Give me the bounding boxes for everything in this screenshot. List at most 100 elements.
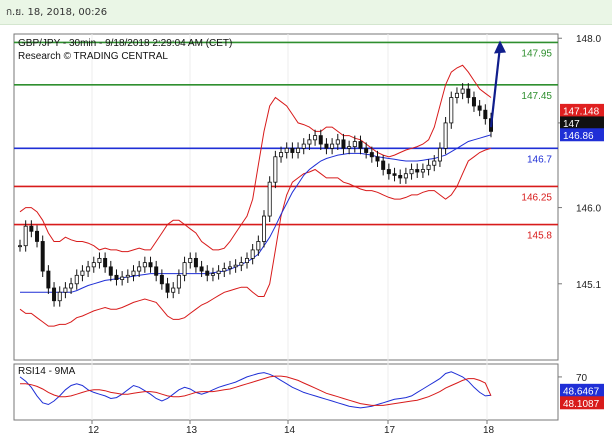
candle-body bbox=[335, 139, 340, 145]
candle-body bbox=[381, 160, 386, 170]
candle-body bbox=[154, 266, 159, 276]
candle-body bbox=[279, 152, 284, 158]
title-bar: ก.ย. 18, 2018, 00:26 bbox=[0, 0, 612, 25]
candle-body bbox=[437, 147, 442, 162]
candle-body bbox=[17, 245, 22, 248]
price-tag-label: 146.86 bbox=[563, 131, 594, 142]
candle-body bbox=[318, 135, 323, 145]
candle-body bbox=[483, 109, 488, 120]
candle-body bbox=[466, 88, 471, 98]
candle-body bbox=[403, 173, 408, 179]
candle-body bbox=[256, 241, 261, 251]
candle-body bbox=[273, 156, 278, 183]
chart-title: GBP/JPY - 30min - 9/18/2018 2:29:04 AM (… bbox=[18, 38, 232, 49]
candle-body bbox=[358, 141, 363, 149]
candle-body bbox=[250, 249, 255, 259]
x-tick-label: 18 bbox=[483, 425, 495, 436]
candle-body bbox=[137, 266, 142, 272]
candle-body bbox=[296, 147, 301, 153]
candle-body bbox=[227, 266, 232, 269]
forecast-arrow bbox=[489, 46, 502, 128]
candle-body bbox=[244, 257, 249, 264]
bollinger-upper-line bbox=[19, 64, 492, 253]
candle-body bbox=[125, 274, 130, 278]
candle-body bbox=[375, 156, 380, 162]
candle-body bbox=[284, 147, 289, 153]
candle-body bbox=[290, 147, 295, 153]
candle-body bbox=[267, 181, 272, 217]
candle-body bbox=[398, 175, 403, 179]
candle-body bbox=[29, 225, 34, 232]
candle-body bbox=[80, 270, 85, 276]
forecast-arrowhead bbox=[494, 40, 506, 54]
x-tick-label: 13 bbox=[186, 425, 198, 436]
candle-body bbox=[415, 169, 420, 173]
candle-body bbox=[386, 169, 391, 175]
price-tag bbox=[560, 116, 604, 130]
candle-body bbox=[369, 152, 374, 158]
candle-body bbox=[114, 274, 119, 280]
rsi-value-tag bbox=[560, 383, 604, 397]
candle-body bbox=[35, 230, 40, 242]
candle-body bbox=[159, 274, 164, 285]
candle-body bbox=[199, 266, 204, 272]
candle-body bbox=[103, 257, 108, 268]
level-label: 145.8 bbox=[527, 231, 552, 242]
candle-body bbox=[57, 291, 62, 302]
candle-body bbox=[74, 274, 79, 285]
rsi-value-tag-label: 48.6467 bbox=[563, 386, 600, 397]
chart-subtitle: Research © TRADING CENTRAL bbox=[18, 51, 168, 62]
candle-body bbox=[347, 146, 352, 149]
candle-body bbox=[46, 270, 51, 289]
candle-body bbox=[426, 164, 431, 170]
level-label: 147.45 bbox=[521, 91, 552, 102]
candle-body bbox=[239, 262, 244, 266]
candle-body bbox=[69, 283, 74, 289]
candle-body bbox=[471, 97, 476, 107]
y-tick-label: 148.0 bbox=[576, 34, 601, 45]
rsi-value-tag-label: 48.1087 bbox=[563, 399, 600, 410]
level-label: 146.7 bbox=[527, 154, 552, 165]
level-label: 147.95 bbox=[521, 48, 552, 59]
candle-body bbox=[477, 105, 482, 111]
rsi-value-tag bbox=[560, 396, 604, 410]
candle-body bbox=[205, 270, 210, 276]
candle-body bbox=[233, 264, 238, 268]
candle-body bbox=[364, 147, 369, 153]
price-tag bbox=[560, 128, 604, 142]
price-tag-label: 147.148 bbox=[563, 106, 600, 117]
candle-body bbox=[108, 266, 113, 276]
x-tick-label: 12 bbox=[88, 425, 100, 436]
rsi-title: RSI14 - 9MA bbox=[18, 366, 76, 377]
candle-body bbox=[222, 268, 227, 272]
candle-body bbox=[216, 270, 221, 275]
candle-body bbox=[193, 257, 198, 268]
candle-body bbox=[182, 262, 187, 276]
candle-body bbox=[52, 287, 57, 302]
candle-body bbox=[86, 266, 91, 272]
level-label: 146.25 bbox=[521, 192, 552, 203]
x-tick-label: 17 bbox=[384, 425, 396, 436]
candle-body bbox=[171, 287, 176, 293]
candle-body bbox=[409, 169, 414, 175]
rsi-line bbox=[19, 371, 492, 409]
candle-body bbox=[97, 257, 102, 264]
y-tick-label: 145.1 bbox=[576, 280, 601, 291]
candle-body bbox=[188, 257, 193, 264]
candle-body bbox=[23, 225, 28, 247]
candle-body bbox=[420, 169, 425, 173]
candle-body bbox=[443, 122, 448, 149]
candle-body bbox=[352, 141, 357, 148]
candle-body bbox=[449, 97, 454, 124]
rsi-panel bbox=[13, 363, 559, 421]
candle-body bbox=[142, 262, 147, 268]
candle-body bbox=[313, 135, 318, 141]
candle-body bbox=[131, 270, 136, 276]
candle-body bbox=[330, 143, 335, 149]
rsi-ma-line bbox=[20, 375, 492, 406]
candle-body bbox=[120, 276, 125, 280]
x-tick-label: 14 bbox=[284, 425, 296, 436]
candle-body bbox=[63, 287, 68, 293]
candle-body bbox=[91, 262, 96, 268]
